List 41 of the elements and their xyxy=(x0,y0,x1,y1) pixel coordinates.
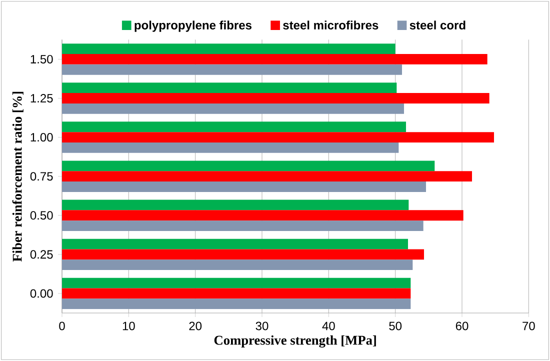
bar xyxy=(62,103,404,114)
y-tick-label: 0.75 xyxy=(30,172,53,181)
y-tick-label: 1.25 xyxy=(30,94,53,103)
x-tick-label: 10 xyxy=(122,322,135,330)
bar xyxy=(62,182,426,192)
bar xyxy=(62,54,488,64)
bar xyxy=(62,93,490,104)
y-tick-label: 0.25 xyxy=(30,250,53,259)
x-tick-label: 70 xyxy=(522,322,535,330)
bar xyxy=(62,82,397,94)
bar xyxy=(62,249,424,260)
bar xyxy=(62,260,413,270)
y-tick-label: 1.00 xyxy=(30,133,53,142)
legend-label: steel microfibres xyxy=(283,20,378,30)
bar xyxy=(62,122,406,132)
bar xyxy=(62,44,396,54)
bar xyxy=(62,210,464,221)
bar xyxy=(62,132,494,142)
bar xyxy=(62,278,411,288)
bar xyxy=(62,288,411,299)
bar xyxy=(62,142,399,153)
bar xyxy=(62,200,409,210)
bar xyxy=(62,220,424,232)
x-axis-title: Compressive strength [MPa] xyxy=(214,335,376,348)
x-tick-label: 30 xyxy=(256,322,268,330)
bar xyxy=(62,298,411,310)
x-tick-label: 0 xyxy=(59,322,65,330)
legend-label: steel cord xyxy=(410,20,466,30)
x-tick-label: 40 xyxy=(322,322,335,330)
legend-label: polypropylene fibres xyxy=(134,20,252,32)
bar xyxy=(62,238,408,250)
bar xyxy=(62,171,472,182)
x-tick-label: 50 xyxy=(389,322,402,330)
y-tick-label: 1.50 xyxy=(30,54,53,64)
bar xyxy=(62,64,402,75)
bar xyxy=(62,160,435,172)
x-tick-label: 20 xyxy=(189,322,202,330)
y-tick-label: 0.50 xyxy=(30,211,53,220)
x-tick-label: 60 xyxy=(456,322,468,330)
y-tick-label: 0.00 xyxy=(30,289,53,298)
y-axis-title: Fiber reinforcement ratio [%] xyxy=(12,92,24,262)
